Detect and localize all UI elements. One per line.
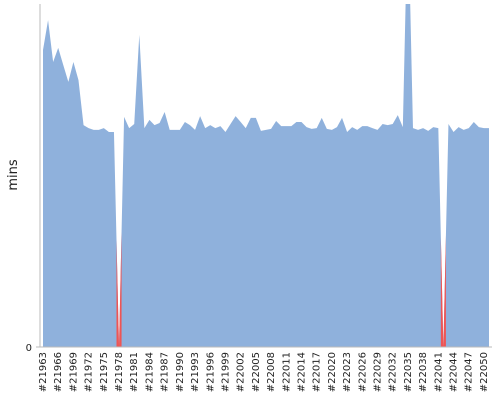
failed-area bbox=[116, 231, 122, 347]
x-tick-label: #22035 bbox=[403, 352, 414, 392]
x-tick-label: #21966 bbox=[53, 352, 64, 392]
x-tick-label: #22008 bbox=[266, 352, 277, 392]
x-tick-label: #21978 bbox=[114, 352, 125, 392]
x-tick-label: #21993 bbox=[190, 352, 201, 392]
x-tick-label: #21984 bbox=[144, 352, 155, 392]
x-tick-label: #22044 bbox=[449, 352, 460, 392]
x-tick-label: #22002 bbox=[236, 352, 247, 392]
x-tick-label: #21981 bbox=[129, 352, 140, 392]
x-tick-label: #22050 bbox=[479, 352, 490, 392]
x-tick-label: #22014 bbox=[296, 352, 307, 392]
x-tick-label: #22023 bbox=[342, 352, 353, 392]
y-axis-label: mins bbox=[6, 159, 21, 191]
x-tick-label: #22005 bbox=[251, 352, 262, 392]
x-tick-label: #22011 bbox=[281, 352, 292, 392]
x-tick-label: #22029 bbox=[373, 352, 384, 392]
x-tick-label: #21996 bbox=[205, 352, 216, 392]
x-tick-label: #22020 bbox=[327, 352, 338, 392]
x-tick-label: #22047 bbox=[464, 352, 475, 392]
x-tick-label: #21990 bbox=[175, 352, 186, 392]
x-tick-label: #21969 bbox=[68, 352, 79, 392]
plot-area bbox=[43, 4, 489, 347]
y-tick-label: 0 bbox=[26, 343, 32, 354]
x-tick-label: #21999 bbox=[220, 352, 231, 392]
x-tick-label: #22041 bbox=[433, 352, 444, 392]
failed-area bbox=[440, 235, 446, 347]
x-tick-label: #22017 bbox=[312, 352, 323, 392]
x-tick-label: #21975 bbox=[99, 352, 110, 392]
x-tick-label: #21963 bbox=[38, 352, 49, 392]
x-tick-label: #21972 bbox=[84, 352, 95, 392]
x-tick-label: #22026 bbox=[357, 352, 368, 392]
x-tick-label: #22038 bbox=[418, 352, 429, 392]
x-tick-label: #21987 bbox=[160, 352, 171, 392]
area bbox=[43, 4, 489, 347]
x-tick-label: #22032 bbox=[388, 352, 399, 392]
